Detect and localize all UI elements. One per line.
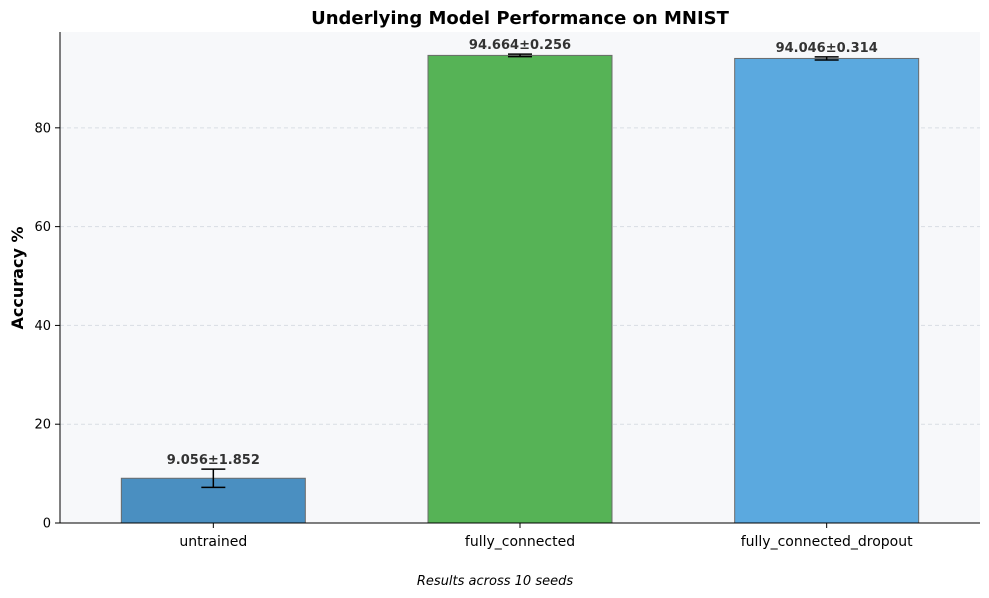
- x-tick-label: fully_connected_dropout: [741, 534, 913, 550]
- y-ticks: 0 20 40 60 80: [34, 121, 60, 532]
- x-tick-label: untrained: [179, 534, 247, 550]
- y-axis-label: Accuracy %: [8, 227, 27, 330]
- chart-title: Underlying Model Performance on MNIST: [311, 8, 730, 29]
- data-labels: 9.056±1.852 94.664±0.256 94.046±0.314: [167, 38, 878, 468]
- y-tick-label: 80: [34, 121, 51, 136]
- y-tick-label: 20: [34, 418, 51, 433]
- x-ticks: untrained fully_connected fully_connected_…: [179, 523, 913, 550]
- bar: [734, 57, 920, 524]
- error-bars: [201, 53, 839, 489]
- y-tick-label: 60: [34, 220, 51, 235]
- y-tick-label: 0: [43, 517, 51, 532]
- x-tick-label: fully_connected: [465, 534, 575, 550]
- data-label: 94.046±0.314: [776, 41, 878, 56]
- y-tick-label: 40: [34, 319, 51, 334]
- bar: [427, 54, 613, 524]
- data-label: 9.056±1.852: [167, 453, 260, 468]
- footnote: Results across 10 seeds: [417, 574, 573, 589]
- data-label: 94.664±0.256: [469, 38, 571, 53]
